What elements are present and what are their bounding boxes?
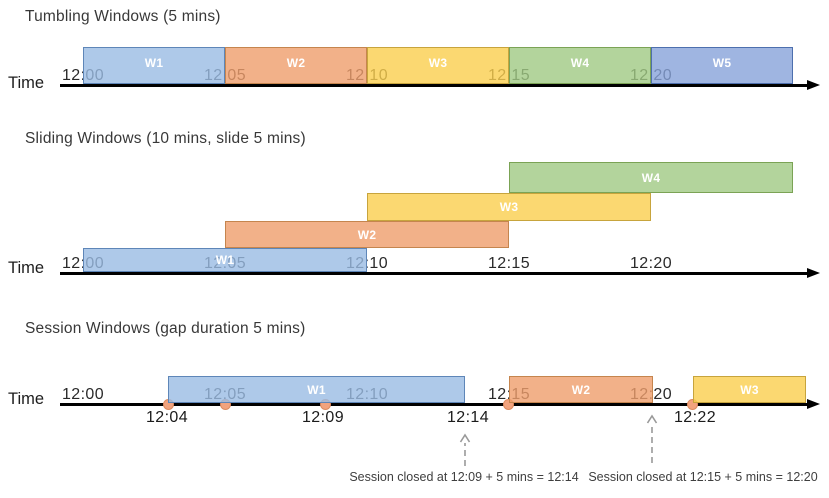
event-time-label: 12:14 [446,409,490,426]
window-label: W3 [428,55,448,70]
window-label: W1 [215,253,235,267]
time-axis-label: Time [8,74,45,92]
window-w3: W3 [367,47,509,84]
window-w2: W2 [509,376,653,403]
window-w2: W2 [225,221,509,248]
time-axis-label: Time [8,390,45,408]
window-label: W1 [144,55,164,70]
section-title: Sliding Windows (10 mins, slide 5 mins) [25,130,306,147]
session-close-arrow-icon [646,414,658,463]
window-w1: W1 [83,248,367,272]
window-label: W2 [357,227,377,242]
window-w4: W4 [509,162,793,193]
section-title: Tumbling Windows (5 mins) [25,8,221,25]
window-label: W3 [740,382,759,397]
tick-label: 12:20 [629,255,673,272]
event-dot [503,399,514,410]
event-dot [687,399,698,410]
time-axis-line [60,272,808,275]
window-label: W4 [641,170,661,185]
axis-arrowhead-icon [807,268,820,278]
window-label: W3 [499,200,519,214]
tick-label: 12:15 [487,255,531,272]
window-w1: W1 [83,47,225,84]
session-close-arrow-icon [459,433,471,466]
section-title: Session Windows (gap duration 5 mins) [25,320,306,337]
window-w2: W2 [225,47,367,84]
event-time-label: 12:22 [673,409,717,426]
window-w3: W3 [367,193,651,221]
window-label: W2 [571,382,591,397]
time-axis-label: Time [8,259,45,277]
time-axis-line [60,84,808,87]
axis-arrowhead-icon [807,80,820,90]
window-label: W2 [286,55,306,70]
window-w1: W1 [168,376,465,403]
event-time-label: 12:09 [301,409,345,426]
event-time-label: 12:04 [145,409,189,426]
axis-arrowhead-icon [807,399,820,409]
tick-label: 12:00 [61,386,105,403]
time-axis-line [60,403,808,406]
window-w4: W4 [509,47,651,84]
annotation-text: Session closed at 12:09 + 5 mins = 12:14 [349,470,579,484]
window-w5: W5 [651,47,793,84]
window-label: W5 [712,55,732,70]
window-label: W4 [570,55,590,70]
window-label: W1 [307,382,326,397]
window-w3: W3 [693,376,806,403]
annotation-text: Session closed at 12:15 + 5 mins = 12:20 [588,470,818,484]
